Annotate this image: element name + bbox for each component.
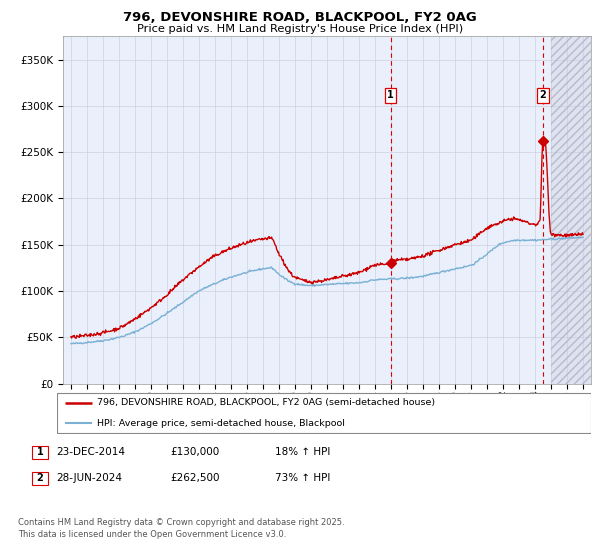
Text: 1: 1 bbox=[388, 90, 394, 100]
Text: 73% ↑ HPI: 73% ↑ HPI bbox=[275, 473, 331, 483]
Text: 2: 2 bbox=[37, 473, 43, 483]
FancyBboxPatch shape bbox=[32, 446, 48, 459]
Bar bbox=[551, 36, 591, 384]
Bar bbox=[551, 36, 591, 384]
Text: 23-DEC-2014: 23-DEC-2014 bbox=[56, 447, 125, 457]
Text: 2: 2 bbox=[539, 90, 546, 100]
FancyBboxPatch shape bbox=[57, 393, 591, 433]
Text: 18% ↑ HPI: 18% ↑ HPI bbox=[275, 447, 331, 457]
Text: 1: 1 bbox=[37, 447, 43, 457]
Text: £262,500: £262,500 bbox=[170, 473, 220, 483]
FancyBboxPatch shape bbox=[32, 472, 48, 484]
Text: HPI: Average price, semi-detached house, Blackpool: HPI: Average price, semi-detached house,… bbox=[97, 418, 345, 428]
Text: Price paid vs. HM Land Registry's House Price Index (HPI): Price paid vs. HM Land Registry's House … bbox=[137, 24, 463, 34]
Text: 796, DEVONSHIRE ROAD, BLACKPOOL, FY2 0AG (semi-detached house): 796, DEVONSHIRE ROAD, BLACKPOOL, FY2 0AG… bbox=[97, 398, 435, 408]
Text: 28-JUN-2024: 28-JUN-2024 bbox=[56, 473, 122, 483]
Text: 796, DEVONSHIRE ROAD, BLACKPOOL, FY2 0AG: 796, DEVONSHIRE ROAD, BLACKPOOL, FY2 0AG bbox=[123, 11, 477, 24]
Text: Contains HM Land Registry data © Crown copyright and database right 2025.
This d: Contains HM Land Registry data © Crown c… bbox=[18, 518, 344, 539]
Text: £130,000: £130,000 bbox=[170, 447, 219, 457]
